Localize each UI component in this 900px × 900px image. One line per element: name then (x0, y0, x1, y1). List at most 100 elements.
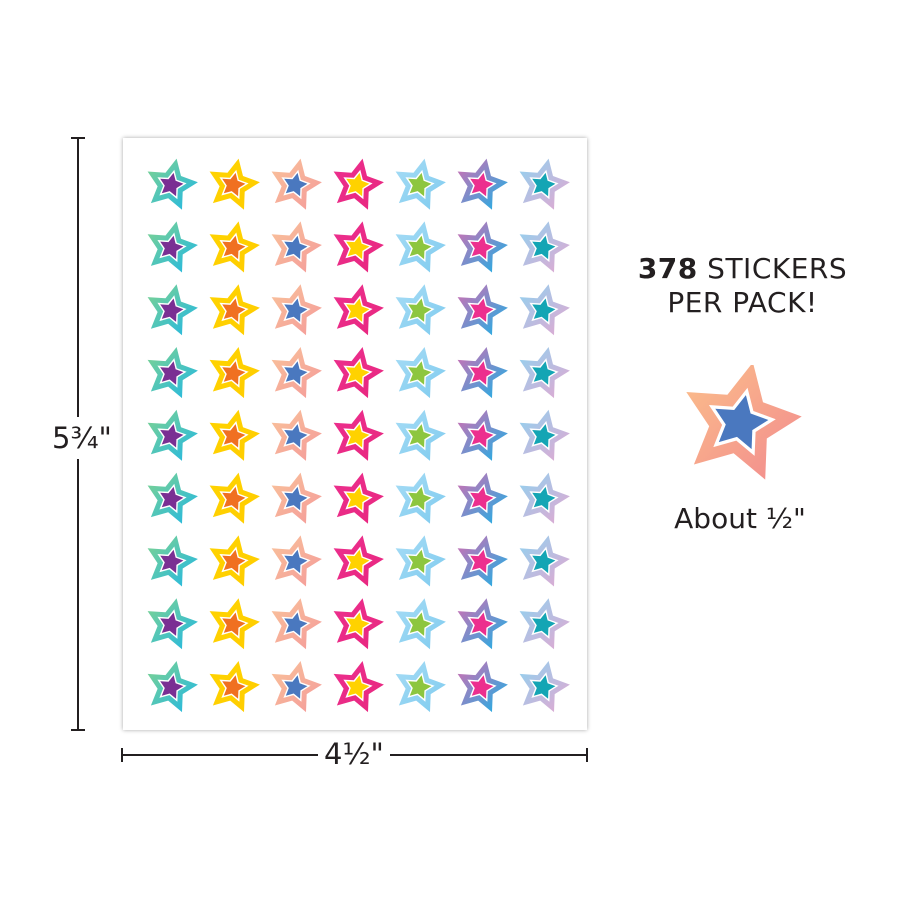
star-center (284, 361, 308, 385)
star-center (346, 172, 370, 197)
star-sticker (147, 409, 198, 461)
star-sticker (519, 598, 570, 650)
star-center (160, 424, 184, 448)
star-center (160, 675, 184, 699)
star-center (346, 424, 370, 448)
star-sticker (519, 158, 570, 210)
star-center (284, 486, 308, 511)
star-center (284, 424, 308, 448)
star-center (470, 675, 494, 699)
star-sticker (333, 535, 384, 587)
star-sticker (271, 221, 322, 273)
star-center (222, 675, 246, 699)
star-center (408, 172, 432, 197)
star-sticker (147, 472, 198, 524)
height-dimension-cap-bottom (71, 729, 85, 731)
star-sticker (457, 347, 508, 399)
star-center (222, 298, 246, 322)
star-center (284, 612, 308, 636)
star-sticker (395, 158, 446, 210)
star-sticker (209, 661, 260, 713)
star-sticker (395, 472, 446, 524)
star-center (532, 675, 556, 699)
star-sticker (271, 472, 322, 524)
star-sticker (457, 284, 508, 336)
star-sticker (271, 347, 322, 399)
height-label: 5¾" (52, 417, 112, 459)
star-sticker (271, 158, 322, 210)
sticker-count: 378 (637, 252, 698, 285)
star-sticker (457, 472, 508, 524)
star-center (470, 549, 494, 574)
star-center (160, 486, 184, 511)
star-sticker (209, 158, 260, 210)
star-sticker (333, 472, 384, 524)
width-dimension-cap-right (586, 748, 588, 762)
star-center (532, 172, 556, 197)
star-sticker (147, 598, 198, 650)
star-sticker (271, 535, 322, 587)
star-sticker (395, 284, 446, 336)
star-center (408, 235, 432, 260)
star-sticker (147, 661, 198, 713)
star-sticker (147, 221, 198, 273)
star-sticker (271, 598, 322, 650)
star-center (346, 486, 370, 511)
star-sticker (519, 661, 570, 713)
star-center (532, 235, 556, 260)
star-sticker (395, 598, 446, 650)
star-center (470, 298, 494, 322)
sample-size-label: About ½" (674, 502, 806, 535)
star-sticker (271, 409, 322, 461)
star-sticker (209, 221, 260, 273)
star-sticker (209, 347, 260, 399)
star-sticker (395, 409, 446, 461)
sticker-grid (147, 158, 570, 713)
per-pack-text: PER PACK! (667, 286, 818, 319)
star-center (284, 235, 308, 260)
star-center (346, 298, 370, 322)
star-center (222, 424, 246, 448)
star-sticker (209, 409, 260, 461)
star-sticker (519, 472, 570, 524)
star-sticker (519, 221, 570, 273)
star-sticker (333, 347, 384, 399)
star-center (160, 549, 184, 574)
star-center (532, 486, 556, 511)
star-center (346, 612, 370, 636)
sticker-count-callout: 378 STICKERS PER PACK! (600, 252, 885, 320)
star-sticker (147, 347, 198, 399)
star-center (470, 361, 494, 385)
star-center (532, 549, 556, 574)
star-center (284, 549, 308, 574)
star-sticker (457, 409, 508, 461)
star-center (222, 549, 246, 574)
star-sticker (333, 598, 384, 650)
star-sticker (147, 535, 198, 587)
width-label: 4½" (318, 737, 390, 771)
star-sticker (519, 347, 570, 399)
sample-star (686, 365, 802, 480)
star-center (715, 395, 769, 450)
star-sticker (209, 535, 260, 587)
star-sticker (457, 598, 508, 650)
width-dimension-cap-left (121, 748, 123, 762)
star-center (160, 235, 184, 260)
star-center (408, 549, 432, 574)
star-center (470, 235, 494, 260)
star-center (160, 612, 184, 636)
star-sticker (457, 221, 508, 273)
star-center (408, 675, 432, 699)
star-sticker (395, 535, 446, 587)
star-center (532, 612, 556, 636)
star-center (470, 612, 494, 636)
star-sticker (519, 535, 570, 587)
sticker-sheet (123, 138, 587, 730)
star-sticker (457, 535, 508, 587)
star-sticker (209, 284, 260, 336)
star-sticker (147, 158, 198, 210)
star-sticker (147, 284, 198, 336)
sticker-count-suffix: STICKERS (697, 252, 848, 285)
star-sticker (457, 158, 508, 210)
star-center (408, 298, 432, 322)
